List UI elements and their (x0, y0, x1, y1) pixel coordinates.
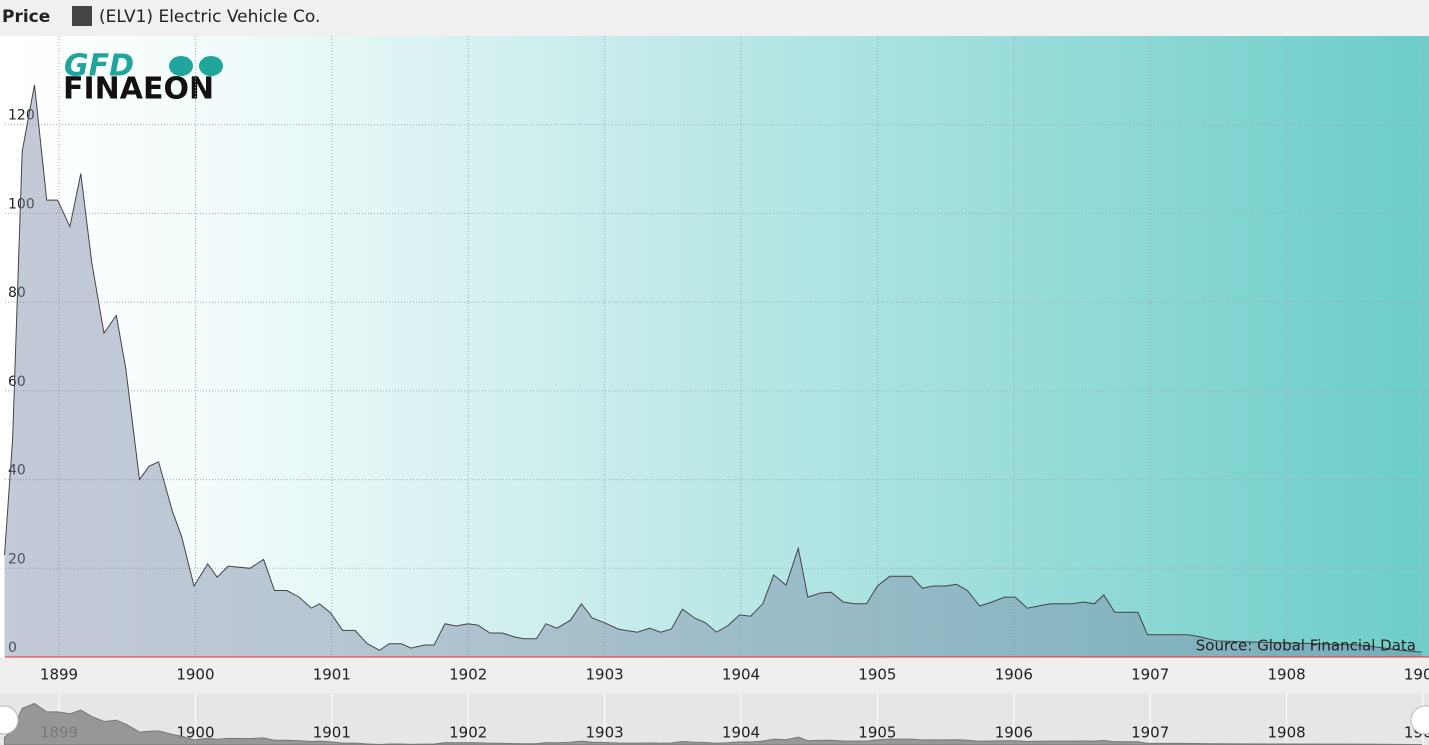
x-tick-label: 1899 (40, 666, 78, 684)
chart-title: Price (2, 7, 50, 27)
navigator (0, 693, 1429, 745)
nav-tick-label: 1906 (995, 724, 1033, 742)
logo-leaf (169, 56, 193, 76)
x-tick-label: 1905 (858, 666, 896, 684)
logo: GFD FINAEON (63, 49, 223, 107)
logo-top: GFD (64, 49, 134, 84)
nav-tick-label: 1903 (586, 724, 624, 742)
nav-tick-label: 1905 (858, 724, 896, 742)
y-tick-label: 100 (8, 196, 35, 212)
logo-bottom: FINAEON (63, 72, 214, 107)
area-line (4, 84, 1422, 653)
x-tick-label: 1903 (586, 666, 624, 684)
y-tick-label: 0 (8, 640, 17, 656)
x-tick-label: 1902 (449, 666, 487, 684)
x-tick-label: 1906 (995, 666, 1033, 684)
x-tick-label: 1900 (176, 666, 214, 684)
nav-tick-label: 1907 (1131, 724, 1169, 742)
nav-tick-label: 1904 (722, 724, 760, 742)
y-tick-label: 80 (8, 285, 26, 301)
nav-tick-label: 1908 (1268, 724, 1306, 742)
nav-handle[interactable] (0, 705, 19, 735)
legend-label[interactable]: (ELV1) Electric Vehicle Co. (99, 7, 320, 27)
legend-swatch[interactable] (72, 6, 92, 26)
y-tick-label: 60 (8, 374, 26, 390)
y-tick-label: 20 (8, 551, 26, 567)
x-tick-label: 1908 (1268, 666, 1306, 684)
x-tick-label: 1909 (1404, 666, 1429, 684)
nav-handle[interactable] (1410, 705, 1429, 735)
x-tick-label: 1904 (722, 666, 760, 684)
y-tick-label: 40 (8, 463, 26, 479)
x-axis-band (0, 657, 1429, 693)
plot-background (5, 36, 1429, 657)
x-tick-label: 1907 (1131, 666, 1169, 684)
header-bar (0, 0, 1429, 36)
nav-tick-label: 1902 (449, 724, 487, 742)
logo-leaf (199, 56, 223, 76)
source-note: Source: Global Financial Data (1196, 637, 1416, 655)
nav-tick-label: 1901 (313, 724, 351, 742)
nav-area (4, 702, 1423, 745)
x-tick-label: 1901 (313, 666, 351, 684)
area-fill (4, 84, 1422, 658)
